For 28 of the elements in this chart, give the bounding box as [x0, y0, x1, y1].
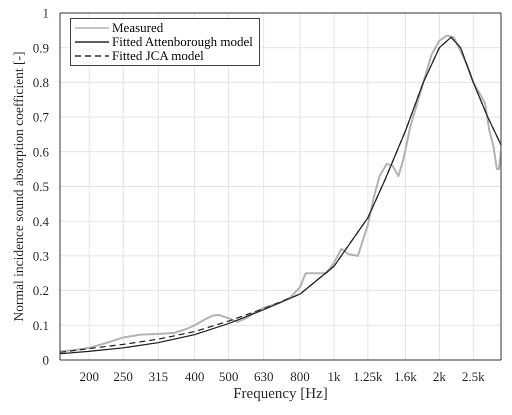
x-tick-label: 400: [184, 369, 204, 384]
x-tick-label: 1k: [327, 369, 341, 384]
legend-label: Fitted Attenborough model: [112, 34, 253, 49]
y-tick-label: 0.7: [32, 110, 50, 125]
x-tick-label: 800: [290, 369, 310, 384]
y-tick-label: 0.8: [32, 75, 49, 90]
y-tick-label: 1: [42, 6, 49, 21]
x-tick-label: 1.6k: [394, 369, 418, 384]
x-tick-label: 200: [80, 369, 99, 384]
x-tick-label: 630: [254, 369, 274, 384]
y-tick-label: 0.4: [32, 214, 50, 229]
y-axis-title: Normal incidence sound absorption coefficient [-]: [10, 51, 26, 322]
legend-label: Measured: [112, 20, 164, 35]
y-tick-label: 0.1: [32, 318, 49, 333]
x-axis-title: Frequency [Hz]: [233, 386, 328, 402]
x-tick-label: 315: [148, 369, 168, 384]
legend-label: Fitted JCA model: [112, 48, 204, 63]
y-tick-label: 0: [42, 352, 49, 368]
x-tick-label: 1.25k: [353, 369, 384, 384]
y-tick-label: 0.3: [32, 248, 49, 264]
y-tick-label: 0.2: [32, 283, 49, 298]
x-tick-label: 250: [113, 369, 133, 384]
x-tick-label: 2k: [432, 369, 446, 384]
y-tick-label: 0.5: [32, 179, 49, 194]
y-tick-label: 0.6: [32, 144, 50, 160]
x-tick-label: 500: [218, 369, 238, 384]
y-tick-label: 0.9: [32, 40, 49, 56]
x-tick-label: 2.5k: [462, 369, 486, 384]
